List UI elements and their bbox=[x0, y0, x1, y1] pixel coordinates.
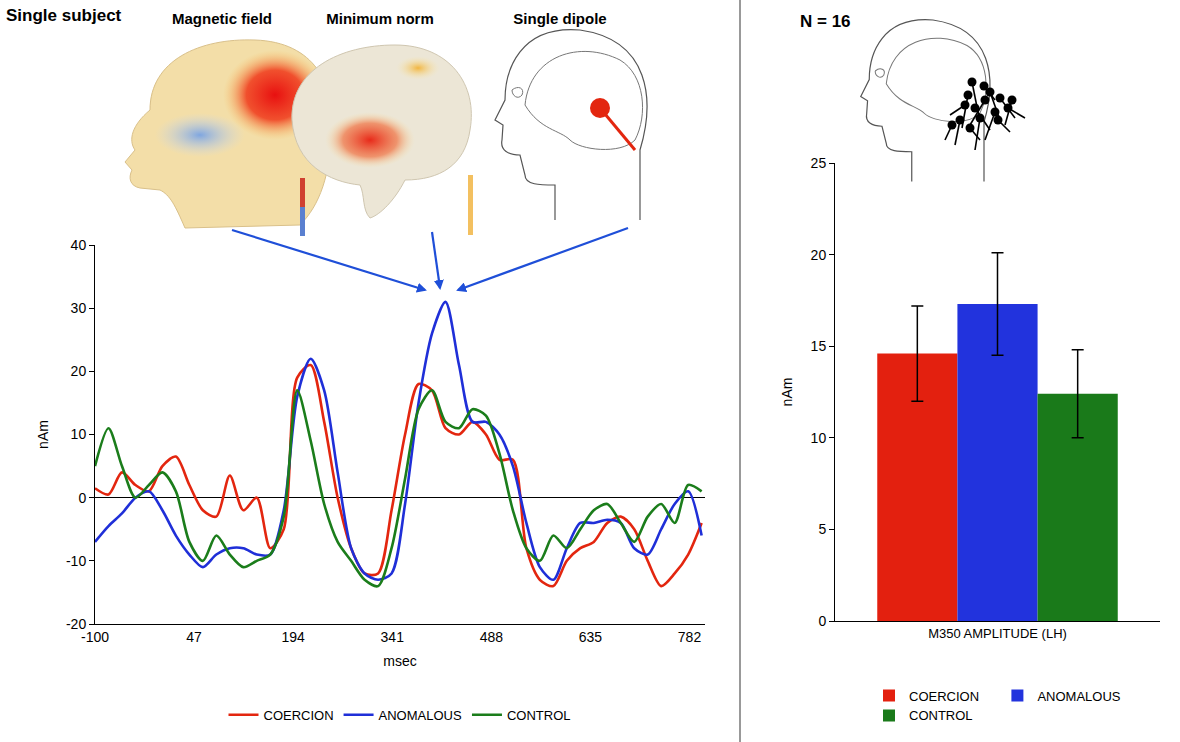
svg-text:10: 10 bbox=[811, 430, 827, 446]
svg-text:ANOMALOUS: ANOMALOUS bbox=[1037, 689, 1120, 704]
svg-text:20: 20 bbox=[71, 363, 87, 379]
svg-text:5: 5 bbox=[818, 521, 826, 537]
svg-text:CONTROL: CONTROL bbox=[909, 708, 973, 723]
svg-text:488: 488 bbox=[480, 629, 504, 645]
svg-text:COERCION: COERCION bbox=[909, 689, 979, 704]
svg-text:M350 AMPLITUDE (LH): M350 AMPLITUDE (LH) bbox=[928, 626, 1067, 641]
svg-text:-100: -100 bbox=[81, 629, 109, 645]
html-text:Magnetic field: Magnetic field bbox=[172, 10, 272, 27]
svg-text:25: 25 bbox=[811, 155, 827, 171]
svg-text:0: 0 bbox=[78, 490, 86, 506]
svg-text:-10: -10 bbox=[66, 553, 86, 569]
svg-text:194: 194 bbox=[281, 629, 305, 645]
svg-text:COERCION: COERCION bbox=[264, 708, 334, 723]
svg-text:341: 341 bbox=[381, 629, 405, 645]
svg-text:15: 15 bbox=[811, 338, 827, 354]
svg-text:782: 782 bbox=[678, 629, 702, 645]
svg-text:-20: -20 bbox=[66, 616, 86, 632]
svg-text:635: 635 bbox=[579, 629, 603, 645]
svg-text:0: 0 bbox=[818, 613, 826, 629]
svg-text:nAm: nAm bbox=[35, 420, 51, 449]
svg-text:CONTROL: CONTROL bbox=[507, 708, 571, 723]
svg-text:ANOMALOUS: ANOMALOUS bbox=[379, 708, 462, 723]
html-text:Single subject: Single subject bbox=[6, 6, 122, 25]
svg-text:msec: msec bbox=[383, 653, 416, 669]
svg-text:30: 30 bbox=[71, 300, 87, 316]
html-text:Minimum norm: Minimum norm bbox=[326, 10, 434, 27]
svg-text:20: 20 bbox=[811, 247, 827, 263]
svg-text:nAm: nAm bbox=[779, 378, 795, 407]
svg-text:40: 40 bbox=[71, 237, 87, 253]
html-text:Single dipole: Single dipole bbox=[513, 10, 607, 27]
html-text:N = 16: N = 16 bbox=[800, 12, 851, 31]
svg-text:47: 47 bbox=[186, 629, 202, 645]
svg-text:10: 10 bbox=[71, 426, 87, 442]
